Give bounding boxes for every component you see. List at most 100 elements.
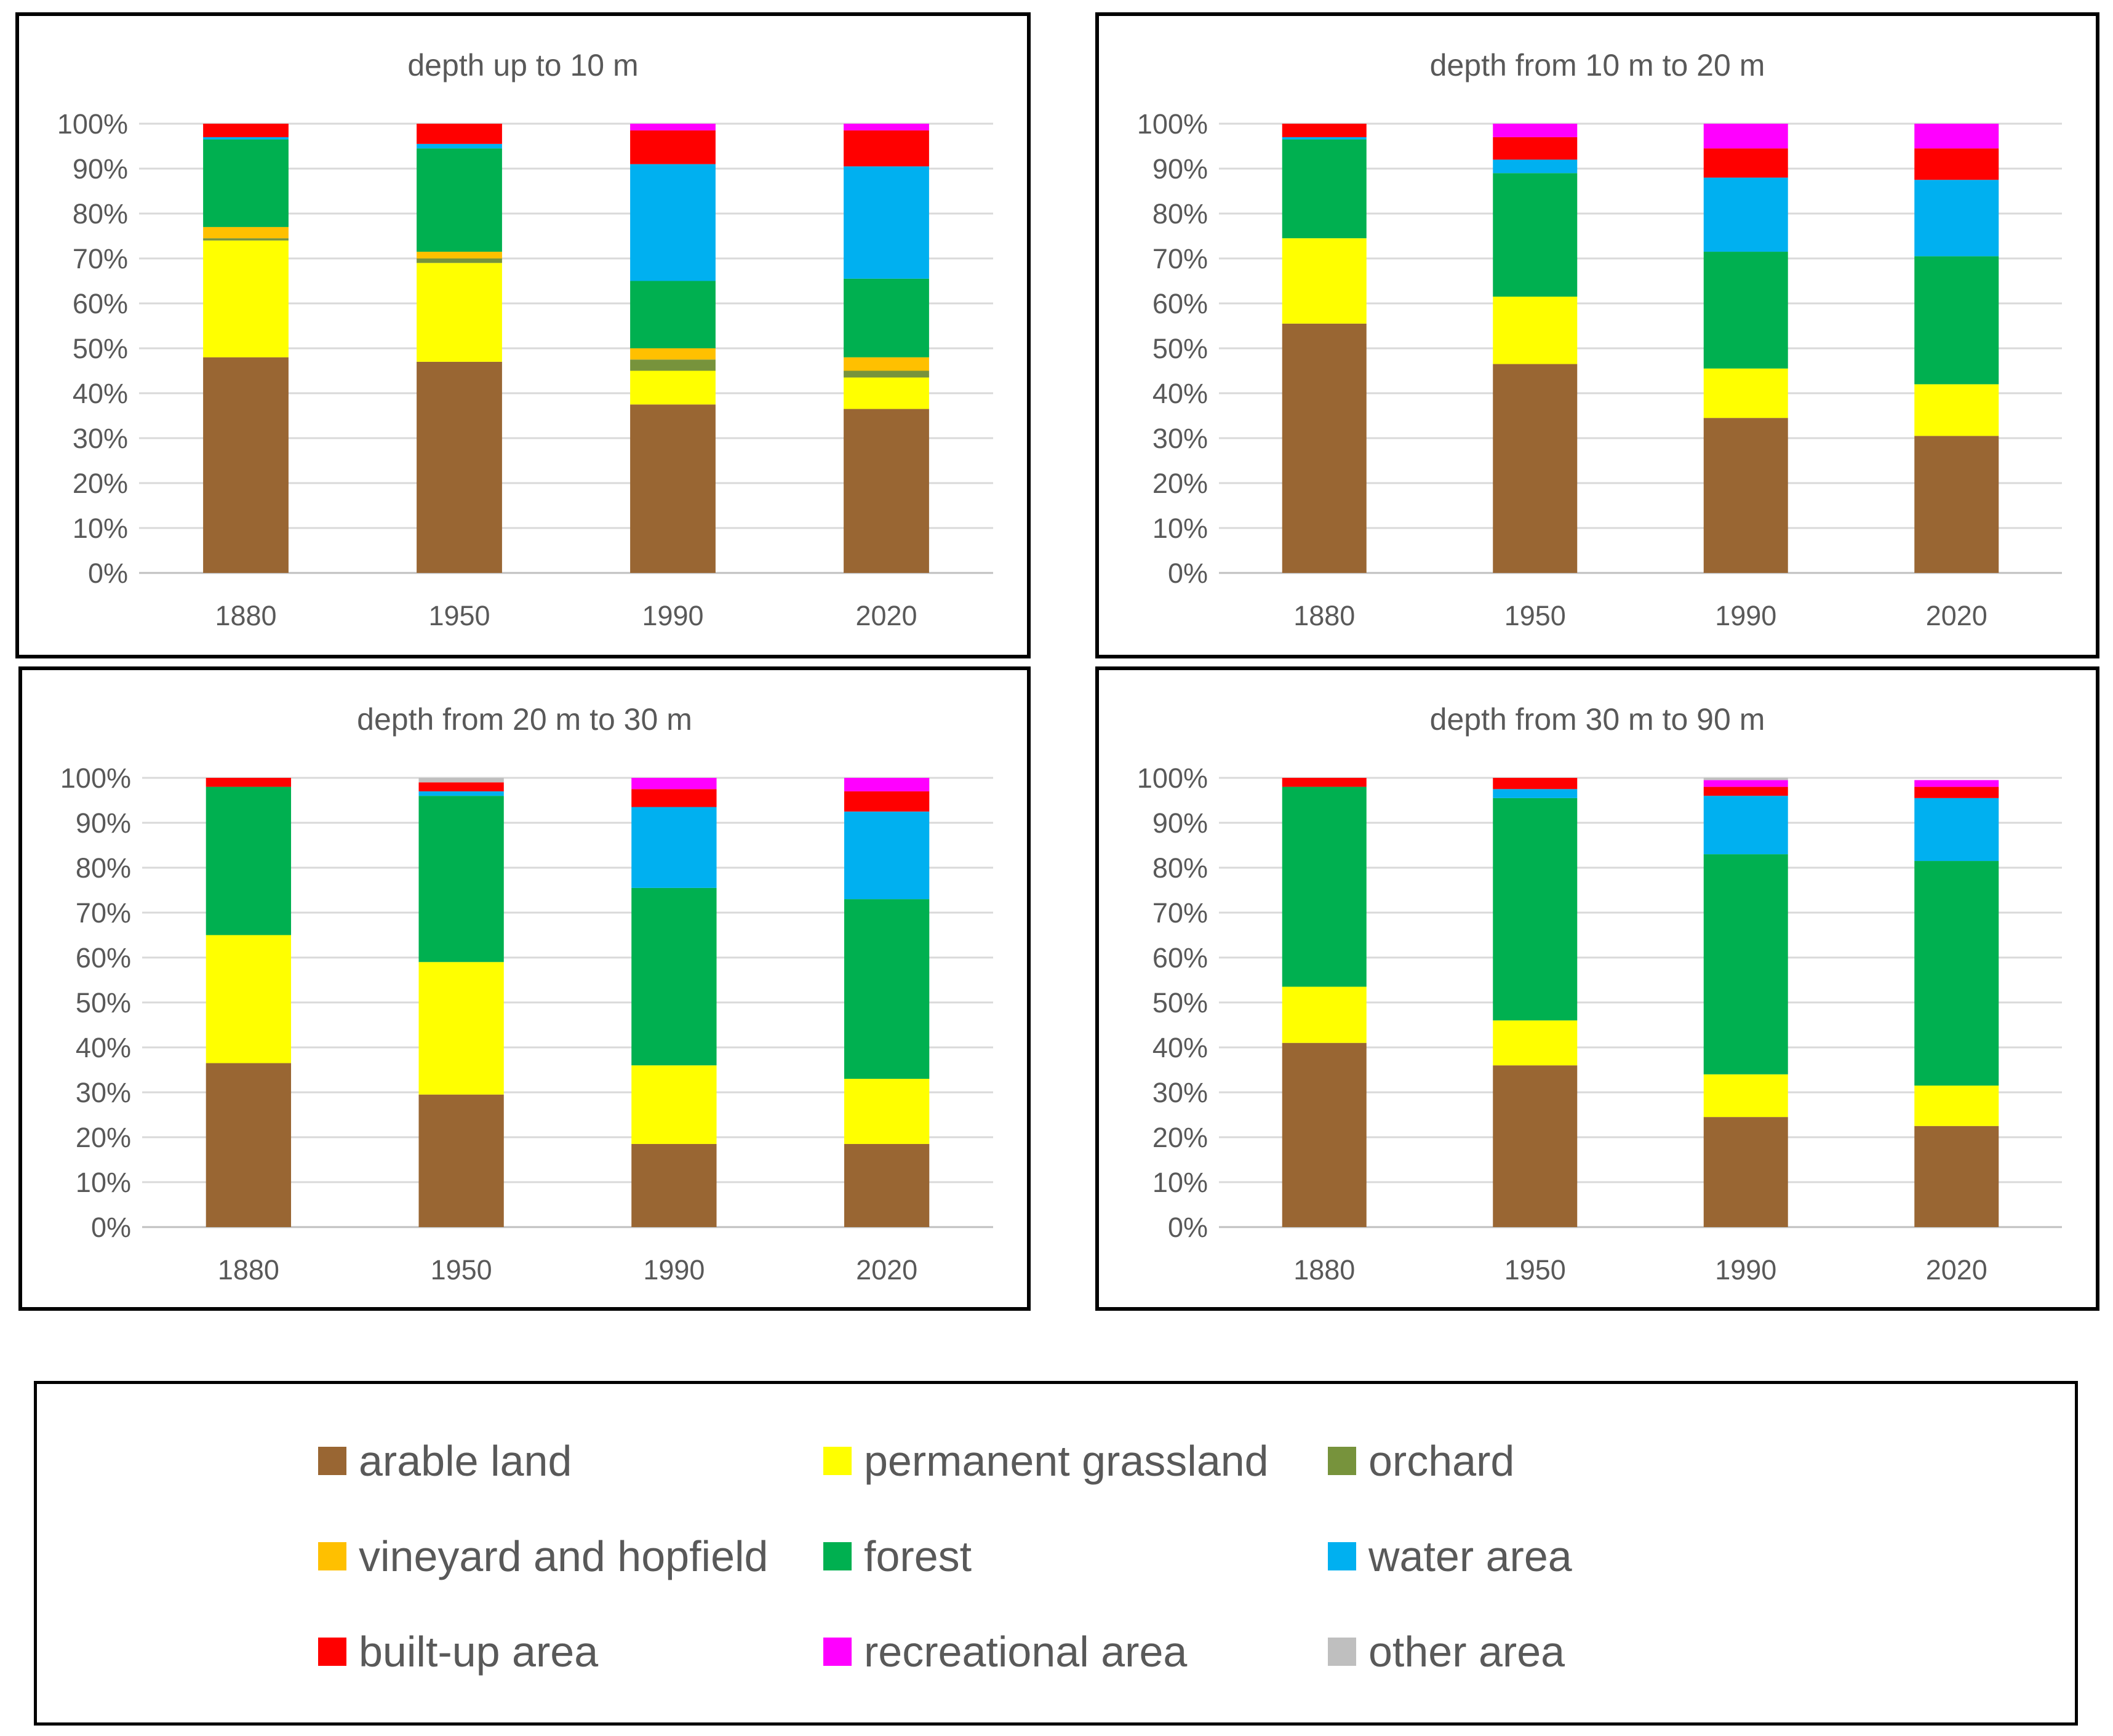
bar-segment-permanent-grassland-1990: [1703, 368, 1788, 418]
bar-segment-recreational-area-1990: [1703, 780, 1788, 787]
chart-panel-depth-0-10: depth up to 10 m 0% 10% 20% 30% 40% 50% 60% 70% 8…: [15, 12, 1031, 658]
y-tick-label: 60%: [76, 942, 131, 974]
bar-segment-arable-land-1880: [203, 357, 289, 573]
chart-title: depth up to 10 m: [407, 48, 638, 82]
bar-segment-built-up-area-1950: [418, 782, 504, 791]
x-tick-label: 1990: [642, 600, 703, 631]
bar-segment-forest-2020: [1914, 861, 1999, 1086]
bar-segment-arable-land-1990: [630, 404, 716, 573]
bar-segment-vineyard-and-hopfield-2020: [844, 357, 929, 371]
legend-item-vineyard-and-hopfield: vineyard and hopfield: [318, 1532, 768, 1581]
bar-segment-arable-land-1950: [418, 1094, 504, 1227]
x-tick-label: 2020: [1926, 600, 1987, 631]
legend-label-arable-land: arable land: [359, 1437, 572, 1485]
legend-label-water-area: water area: [1368, 1532, 1572, 1580]
legend: arable land permanent grassland orchard …: [34, 1381, 2078, 1726]
bar-segment-vineyard-and-hopfield-1990: [630, 348, 716, 360]
y-tick-label: 0%: [1168, 1212, 1208, 1243]
bar-segment-forest-1880: [1282, 139, 1367, 239]
bar-segment-built-up-area-2020: [844, 130, 929, 167]
y-tick-label: 40%: [73, 378, 128, 409]
bar-segment-water-area-1990: [630, 164, 716, 281]
bar-segment-built-up-area-1880: [203, 124, 289, 137]
legend-item-water-area: water area: [1328, 1532, 1572, 1581]
y-tick-label: 50%: [1152, 987, 1208, 1018]
y-tick-label: 10%: [1152, 1167, 1208, 1198]
y-tick-label: 10%: [73, 513, 128, 544]
legend-label-vineyard-and-hopfield: vineyard and hopfield: [359, 1532, 769, 1580]
bar-segment-vineyard-and-hopfield-1950: [417, 252, 502, 258]
bar-segment-built-up-area-2020: [1914, 148, 1999, 180]
bar-segment-forest-1990: [1703, 854, 1788, 1074]
bar-segment-built-up-area-1990: [631, 789, 717, 807]
bar-segment-arable-land-1990: [1703, 1117, 1788, 1227]
bar-segment-orchard-1990: [630, 359, 716, 371]
x-tick-label: 2020: [856, 1254, 917, 1286]
y-tick-label: 90%: [1152, 807, 1208, 839]
x-tick-label: 2020: [1926, 1254, 1987, 1286]
chart-svg-depth-0-10: depth up to 10 m 0% 10% 20% 30% 40% 50% 60% 70% 8…: [57, 48, 993, 631]
y-tick-label: 70%: [73, 243, 128, 274]
bar-segment-other-area-1990: [1703, 778, 1788, 780]
x-tick-label: 2020: [855, 600, 917, 631]
y-tick-label: 40%: [1152, 378, 1208, 409]
bar-segment-permanent-grassland-1880: [1282, 238, 1367, 324]
y-tick-label: 60%: [1152, 288, 1208, 319]
chart-title: depth from 20 m to 30 m: [357, 702, 692, 737]
bar-segment-water-area-1990: [1703, 177, 1788, 252]
bar-segment-permanent-grassland-2020: [844, 1079, 930, 1144]
bar-segment-arable-land-1990: [1703, 418, 1788, 573]
bar-segment-permanent-grassland-1880: [1282, 986, 1367, 1043]
legend-swatch-arable-land: [318, 1447, 346, 1475]
legend-swatch-recreational-area: [823, 1638, 852, 1666]
bar-segment-forest-1880: [206, 786, 292, 935]
bar-segment-permanent-grassland-1950: [418, 962, 504, 1095]
bar-segment-forest-2020: [844, 899, 930, 1079]
bar-segment-recreational-area-2020: [844, 778, 930, 791]
bar-segment-water-area-1950: [1493, 789, 1578, 798]
bar-segment-recreational-area-1990: [630, 124, 716, 130]
chart-panel-depth-30-90: depth from 30 m to 90 m 0% 10% 20% 30% 40% 50%…: [1095, 666, 2099, 1311]
y-tick-label: 90%: [73, 153, 128, 185]
bar-segment-arable-land-2020: [1914, 436, 1999, 573]
bar-segment-orchard-2020: [844, 370, 929, 378]
chart-panel-depth-10-20: depth from 10 m to 20 m 0% 10% 20% 30% 40% 50%…: [1095, 12, 2099, 658]
bar-segment-forest-1990: [1703, 252, 1788, 369]
y-tick-label: 80%: [76, 852, 131, 884]
bar-segment-permanent-grassland-1990: [630, 370, 716, 405]
bar-segment-arable-land-1990: [631, 1143, 717, 1227]
y-tick-label: 30%: [1152, 423, 1208, 454]
bar-segment-built-up-area-1950: [1493, 778, 1578, 790]
bar-segment-permanent-grassland-2020: [1914, 1086, 1999, 1126]
bar-segment-permanent-grassland-1880: [203, 240, 289, 358]
bar-segment-water-area-1880: [203, 137, 289, 140]
chart-svg-depth-30-90: depth from 30 m to 90 m 0% 10% 20% 30% 40% 50%…: [1137, 702, 2062, 1286]
x-tick-label: 1990: [1715, 600, 1776, 631]
x-tick-label: 1880: [215, 600, 276, 631]
y-tick-label: 30%: [73, 423, 128, 454]
y-tick-label: 10%: [1152, 513, 1208, 544]
chart-panel-depth-20-30: depth from 20 m to 30 m 0% 10% 20% 30% 40% 50%…: [18, 666, 1031, 1311]
bar-segment-recreational-area-2020: [844, 124, 929, 130]
bar-segment-recreational-area-1990: [1703, 124, 1788, 149]
legend-item-orchard: orchard: [1328, 1436, 1514, 1486]
bar-segment-permanent-grassland-1950: [417, 263, 502, 362]
bar-segment-arable-land-1950: [1493, 364, 1578, 573]
y-tick-label: 80%: [1152, 198, 1208, 230]
y-tick-label: 20%: [76, 1122, 131, 1153]
bar-segment-recreational-area-1950: [1493, 124, 1578, 137]
legend-item-built-up-area: built-up area: [318, 1627, 598, 1676]
legend-swatch-orchard: [1328, 1447, 1356, 1475]
bar-segment-arable-land-1880: [206, 1063, 292, 1227]
x-tick-label: 1950: [428, 600, 490, 631]
bar-segment-other-area-1950: [418, 778, 504, 783]
x-tick-label: 1950: [431, 1254, 492, 1286]
legend-item-arable-land: arable land: [318, 1436, 572, 1486]
legend-swatch-other-area: [1328, 1638, 1356, 1666]
y-tick-label: 20%: [1152, 1122, 1208, 1153]
bar-segment-built-up-area-1880: [1282, 778, 1367, 787]
y-tick-label: 100%: [57, 108, 128, 140]
legend-item-other-area: other area: [1328, 1627, 1565, 1676]
y-tick-label: 40%: [76, 1032, 131, 1063]
chart-title: depth from 30 m to 90 m: [1430, 702, 1765, 737]
